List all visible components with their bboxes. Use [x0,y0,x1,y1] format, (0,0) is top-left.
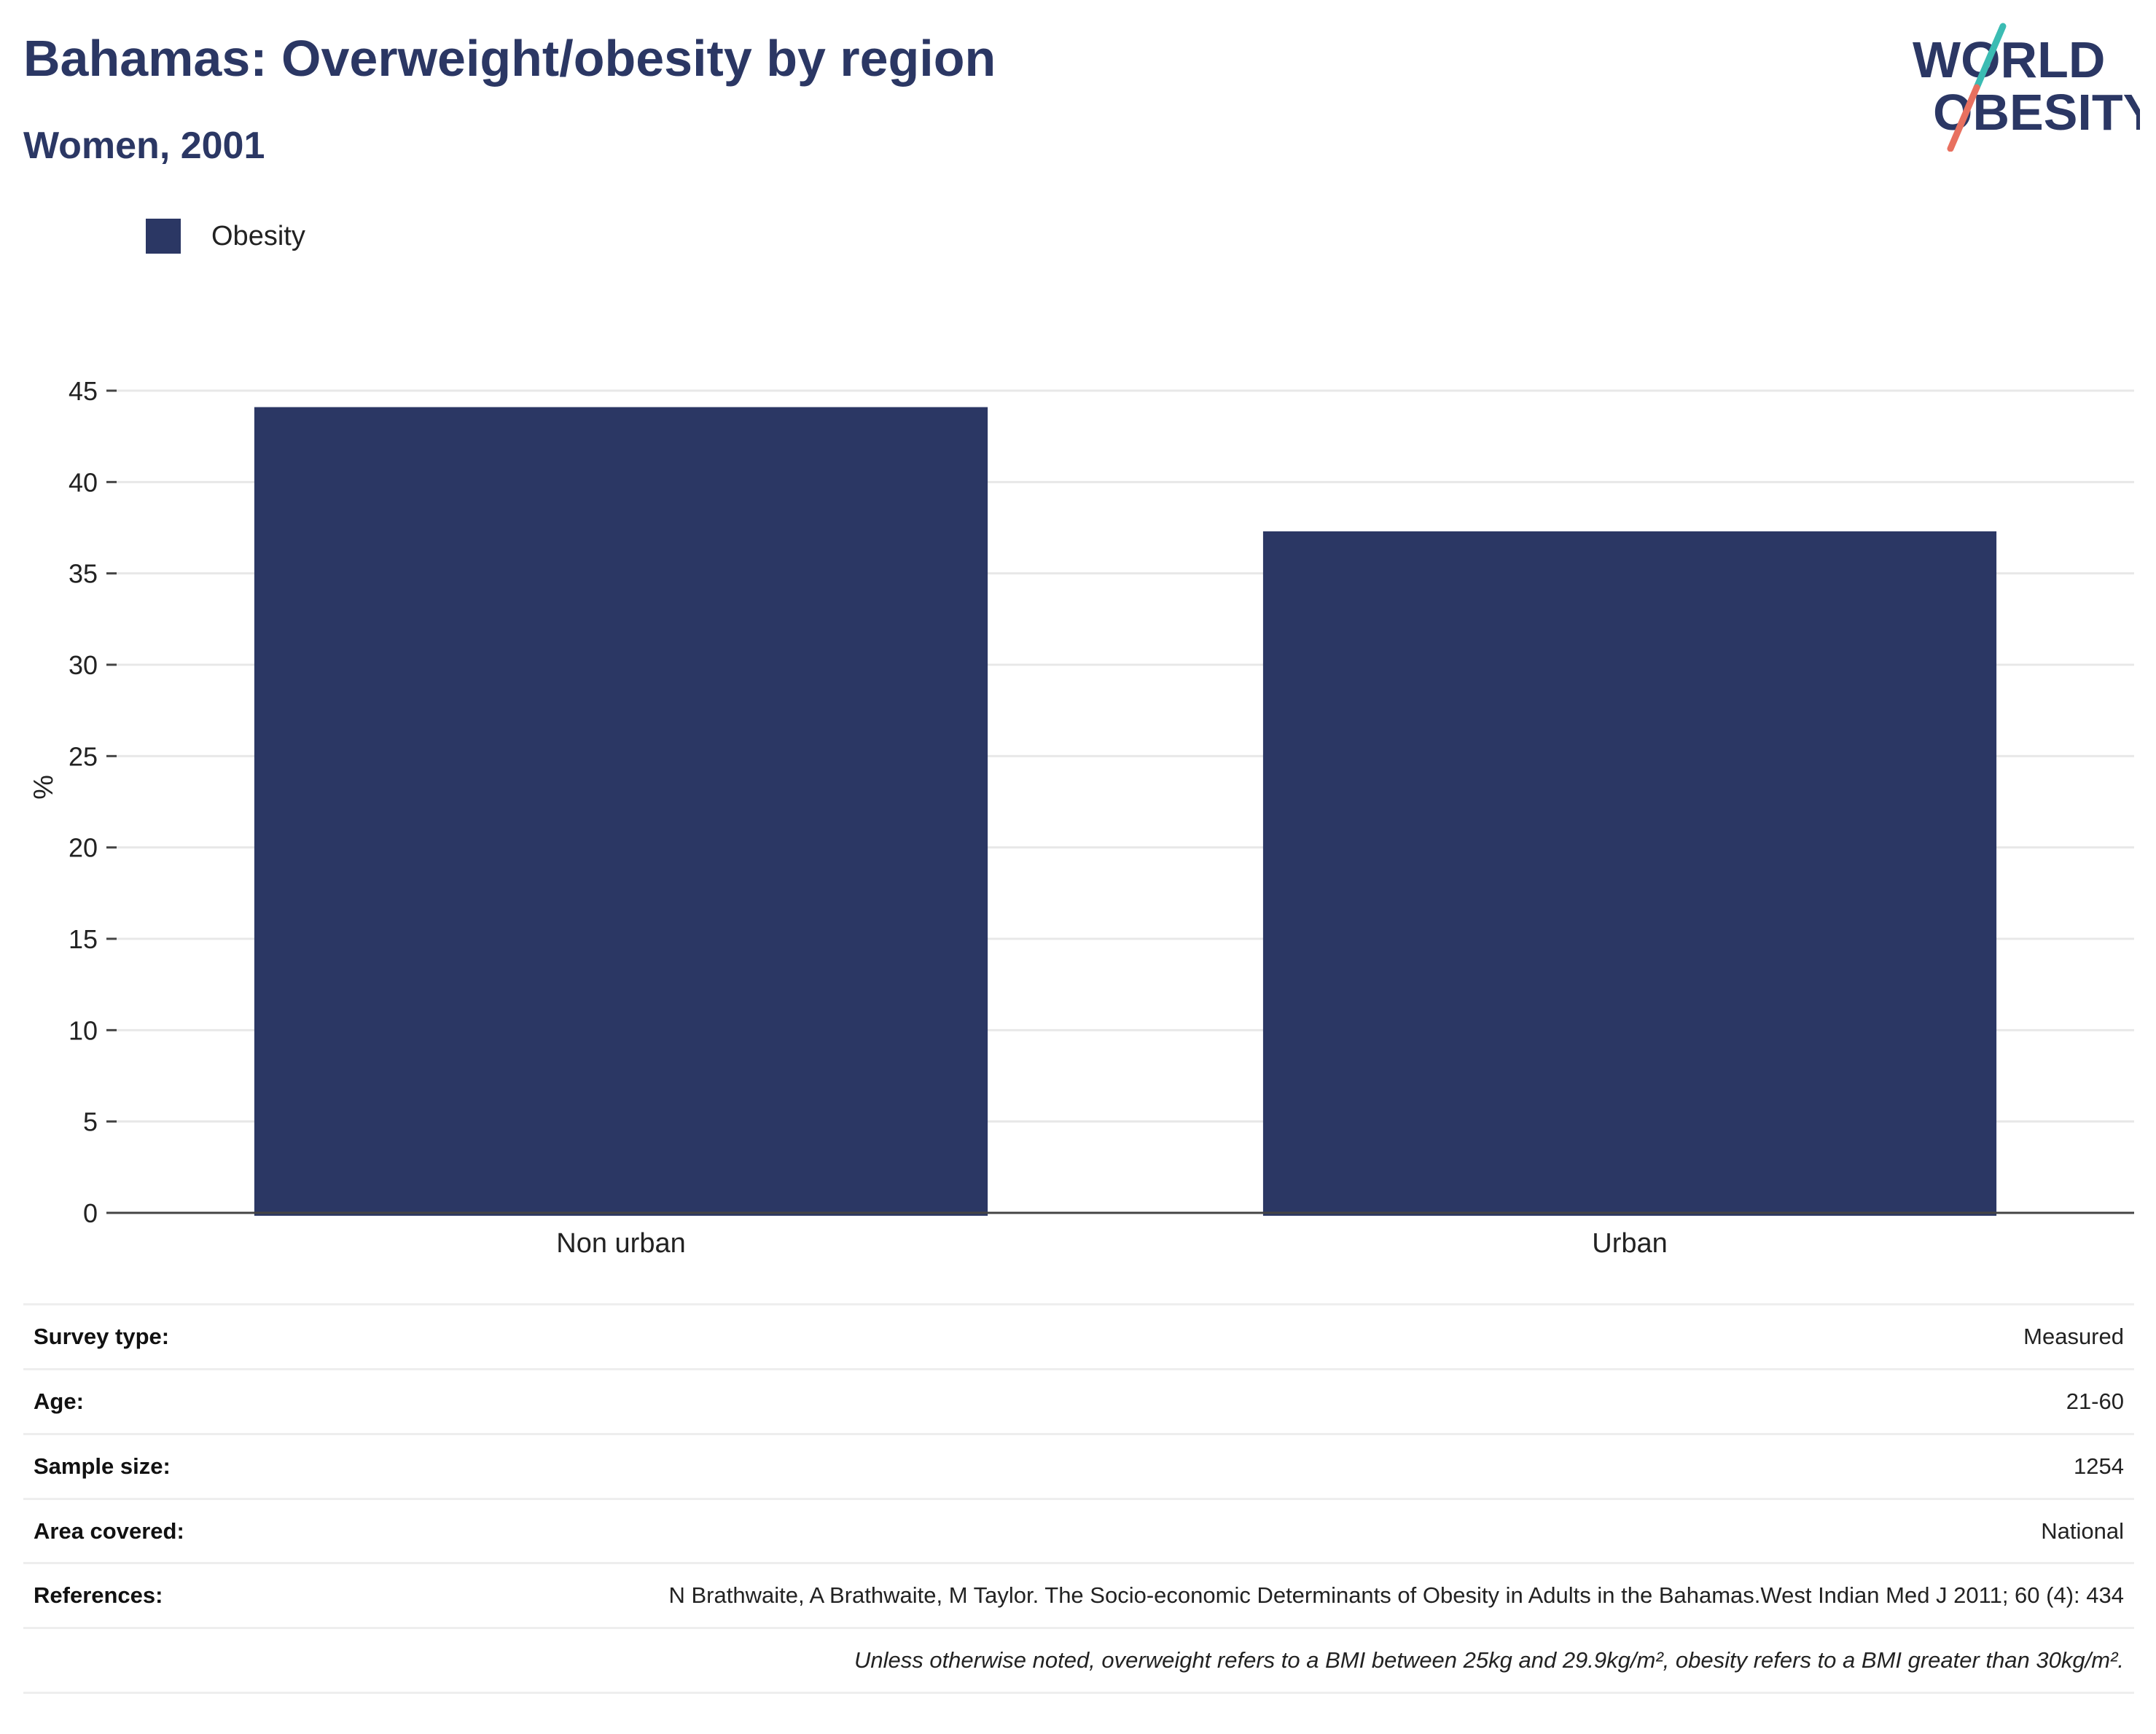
bars [254,407,1997,1216]
logo-slash-bottom [1947,84,1980,152]
info-key: Age: [23,1367,350,1434]
info-row-references: References: N Brathwaite, A Brathwaite, … [23,1562,2134,1628]
chart-subtitle: Women, 2001 [23,125,265,167]
legend-label-obesity: Obesity [211,220,305,251]
bmi-definition-note: Unless otherwise noted, overweight refer… [23,1627,2134,1695]
info-row-survey-type: Survey type: Measured [23,1303,2134,1370]
y-tick-label: 40 [69,467,98,497]
info-row-sample-size: Sample size: 1254 [23,1432,2134,1499]
x-tick-label: Urban [1592,1228,1668,1254]
info-value: National [350,1497,2134,1563]
info-row-note: Unless otherwise noted, overweight refer… [23,1627,2134,1695]
info-value: Measured [350,1303,2134,1370]
y-tick-label: 45 [69,376,98,406]
x-tick-label: Non urban [556,1228,685,1254]
x-axis-ticks: Non urban Urban [556,1228,1667,1254]
y-tick-label: 10 [69,1015,98,1045]
y-tick-label: 30 [69,650,98,680]
y-tick-label: 25 [69,741,98,771]
bar-chart: 0 5 10 15 20 25 30 35 40 45 % Non urban Urban [28,376,2134,1254]
y-tick-label: 0 [83,1198,98,1228]
info-key: Area covered: [23,1497,350,1563]
y-tick-label: 20 [69,833,98,863]
y-tick-label: 15 [69,924,98,954]
bar-non-urban[interactable] [254,407,988,1216]
info-row-area-covered: Area covered: National [23,1497,2134,1563]
y-axis-label: % [28,775,59,800]
y-tick-label: 35 [69,559,98,589]
info-value: N Brathwaite, A Brathwaite, M Taylor. Th… [350,1562,2134,1628]
y-axis-ticks: 0 5 10 15 20 25 30 35 40 45 [69,376,117,1228]
info-value: 21-60 [350,1367,2134,1434]
info-key: Sample size: [23,1432,350,1499]
info-key: References: [23,1562,350,1628]
logo-slash-top [1973,23,2007,91]
logo-text-world: WORLD [1913,31,2105,88]
info-value: 1254 [350,1432,2134,1499]
survey-info-table: Survey type: Measured Age: 21-60 Sample … [23,1303,2134,1695]
world-obesity-logo: WORLD OBESITY [1913,23,2140,152]
chart-title: Bahamas: Overweight/obesity by region [23,30,996,87]
chart-legend[interactable]: Obesity [146,219,305,254]
y-tick-label: 5 [83,1107,98,1137]
legend-swatch-obesity [146,219,181,254]
bar-urban[interactable] [1262,531,1997,1216]
info-row-age: Age: 21-60 [23,1367,2134,1434]
info-key: Survey type: [23,1303,350,1370]
